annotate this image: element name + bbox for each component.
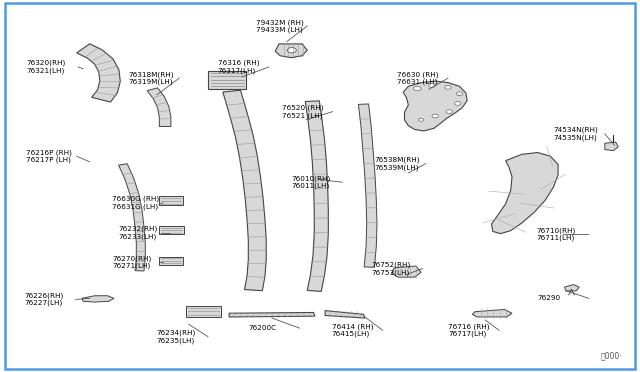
Polygon shape (605, 142, 618, 151)
Polygon shape (358, 104, 377, 267)
Circle shape (445, 86, 451, 89)
Polygon shape (564, 285, 579, 291)
Polygon shape (77, 44, 120, 102)
Bar (159, 196, 183, 205)
Polygon shape (325, 311, 365, 318)
Polygon shape (275, 44, 307, 58)
Text: 76520 (RH)
76521 (LH): 76520 (RH) 76521 (LH) (282, 105, 323, 119)
Text: 76414 (RH)
76415(LH): 76414 (RH) 76415(LH) (332, 323, 373, 337)
Circle shape (446, 110, 452, 113)
Bar (186, 306, 221, 317)
Polygon shape (305, 101, 328, 291)
Text: 76270(RH)
76271(LH): 76270(RH) 76271(LH) (112, 255, 151, 269)
Text: 76752(RH)
76753(LH): 76752(RH) 76753(LH) (371, 262, 410, 276)
Text: 76316 (RH)
76317(LH): 76316 (RH) 76317(LH) (218, 60, 259, 74)
Text: 74534N(RH)
74535N(LH): 74534N(RH) 74535N(LH) (554, 127, 598, 141)
Polygon shape (82, 296, 114, 302)
Polygon shape (472, 310, 512, 317)
Text: 76538M(RH)
76539M(LH): 76538M(RH) 76539M(LH) (374, 157, 420, 171)
Text: 76200C: 76200C (248, 325, 276, 331)
Circle shape (432, 114, 438, 118)
Text: 79432M (RH)
79433M (LH): 79432M (RH) 79433M (LH) (256, 19, 304, 33)
Text: 76010(RH)
76011(LH): 76010(RH) 76011(LH) (291, 175, 330, 189)
Text: 76290: 76290 (538, 295, 561, 301)
Text: 76318M(RH)
76319M(LH): 76318M(RH) 76319M(LH) (128, 71, 173, 85)
Text: 76320(RH)
76321(LH): 76320(RH) 76321(LH) (27, 60, 66, 74)
Polygon shape (229, 312, 315, 317)
Circle shape (419, 118, 424, 121)
Polygon shape (392, 266, 421, 277)
Text: 76226(RH)
76227(LH): 76226(RH) 76227(LH) (24, 292, 63, 307)
Circle shape (287, 48, 296, 53)
Text: 76630 (RH)
76631 (LH): 76630 (RH) 76631 (LH) (397, 71, 438, 85)
Circle shape (413, 86, 421, 91)
Text: 㝠000·: 㝠000· (600, 351, 622, 360)
Text: 76710(RH)
76711(LH): 76710(RH) 76711(LH) (536, 227, 575, 241)
Circle shape (456, 92, 463, 96)
Text: 76234(RH)
76235(LH): 76234(RH) 76235(LH) (157, 330, 196, 344)
Bar (208, 71, 246, 89)
Bar (159, 257, 183, 265)
Polygon shape (223, 90, 266, 291)
Circle shape (454, 102, 461, 105)
Text: 76630G (RH)
76631G (LH): 76630G (RH) 76631G (LH) (112, 196, 159, 210)
Bar (159, 226, 184, 234)
Polygon shape (403, 81, 467, 131)
Text: 76716 (RH)
76717(LH): 76716 (RH) 76717(LH) (448, 323, 490, 337)
Text: 76232(RH)
76233(LH): 76232(RH) 76233(LH) (118, 225, 157, 240)
Polygon shape (492, 153, 558, 234)
Polygon shape (118, 164, 145, 271)
Text: 76216P (RH)
76217P (LH): 76216P (RH) 76217P (LH) (26, 149, 72, 163)
Polygon shape (147, 88, 171, 126)
Circle shape (429, 84, 435, 87)
